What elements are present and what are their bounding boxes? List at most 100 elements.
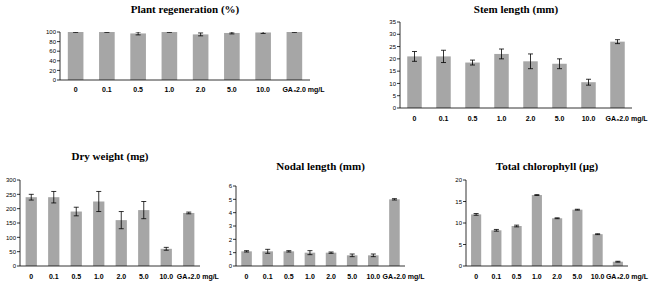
- y-tick-label: 4: [229, 210, 233, 216]
- error-cap: [119, 228, 124, 229]
- bar: [138, 210, 149, 266]
- y-tick: [397, 83, 400, 84]
- y-tick: [233, 239, 236, 240]
- x-tick-label: 2.0: [116, 273, 126, 280]
- error-stem: [267, 249, 268, 253]
- y-tick: [57, 60, 60, 61]
- error-cap: [51, 191, 56, 192]
- y-tick-label: 20: [455, 177, 462, 183]
- error-stem: [31, 194, 32, 200]
- error-cap: [73, 32, 78, 33]
- bars: [241, 199, 399, 266]
- error-cap: [392, 200, 397, 201]
- bar: [161, 249, 172, 266]
- error-cap: [557, 68, 562, 69]
- error-bar: [292, 32, 297, 33]
- error-bar: [499, 49, 504, 59]
- y-tick: [57, 80, 60, 81]
- x-tick-label: 0: [413, 115, 417, 122]
- y-tick-label: 3: [229, 223, 233, 229]
- y-tick: [463, 201, 466, 202]
- bar: [581, 82, 596, 108]
- y-tick-label: 6: [229, 183, 233, 189]
- error-cap: [499, 58, 504, 59]
- x-tick-label: 0.1: [492, 273, 502, 280]
- x-tick-label: 2.0: [196, 86, 206, 93]
- error-cap: [96, 211, 101, 212]
- x-tick-label: GA₃2.0 mg/L: [606, 115, 649, 123]
- y-tick-label: 10: [389, 81, 396, 87]
- bars: [68, 32, 302, 80]
- chart-panel: Nodal length (mm)012345600.10.51.02.05.0…: [229, 160, 426, 281]
- error-bar: [167, 32, 172, 33]
- error-cap: [292, 32, 297, 33]
- error-cap: [186, 213, 191, 214]
- x-tick-label: 10.0: [367, 273, 381, 280]
- error-cap: [104, 32, 109, 33]
- y-tick: [17, 180, 20, 181]
- error-cap: [534, 195, 539, 196]
- y-tick-label: 0: [393, 105, 397, 111]
- x-tick-label: GA₃2.0 mg/L: [282, 86, 325, 94]
- y-tick: [57, 41, 60, 42]
- y-tick-label: 150: [6, 220, 17, 226]
- error-stem: [559, 59, 560, 69]
- error-bar: [329, 252, 334, 253]
- error-bar: [557, 59, 562, 69]
- error-bar: [244, 251, 249, 252]
- x-tick-label: 1.0: [305, 273, 315, 280]
- bar: [407, 56, 422, 108]
- y-tick: [17, 237, 20, 238]
- error-cap: [350, 256, 355, 257]
- error-cap: [198, 32, 203, 33]
- error-cap: [141, 201, 146, 202]
- error-cap: [244, 252, 249, 253]
- y-tick: [57, 51, 60, 52]
- error-bar: [470, 60, 475, 65]
- bar: [326, 253, 337, 266]
- y-tick: [397, 95, 400, 96]
- error-stem: [472, 60, 473, 65]
- error-cap: [575, 210, 580, 211]
- y-tick-label: 50: [9, 249, 16, 255]
- bar: [593, 234, 603, 266]
- bar: [436, 56, 451, 108]
- error-cap: [261, 33, 266, 34]
- bar: [224, 33, 240, 80]
- y-tick-label: 0: [13, 263, 17, 269]
- x-tick-label: 0: [245, 273, 249, 280]
- bars: [407, 40, 625, 108]
- bar: [305, 253, 316, 266]
- y-tick: [397, 58, 400, 59]
- error-bar: [229, 32, 234, 34]
- x-tick-label: 1.0: [497, 115, 507, 122]
- x-tick-label: 10.0: [591, 273, 605, 280]
- y-tick-label: 15: [389, 68, 396, 74]
- y-tick-label: 0: [459, 263, 463, 269]
- y-tick: [233, 212, 236, 213]
- error-cap: [371, 254, 376, 255]
- bar: [99, 32, 115, 80]
- error-bar: [96, 191, 101, 211]
- error-bar: [74, 207, 79, 216]
- bar: [68, 32, 84, 80]
- error-bar: [73, 32, 78, 33]
- error-cap: [292, 32, 297, 33]
- y-tick-label: 300: [6, 177, 17, 183]
- x-tick-label: 5.0: [573, 273, 583, 280]
- error-cap: [514, 226, 519, 227]
- error-cap: [136, 32, 141, 33]
- x-tick-label: 5.0: [139, 273, 149, 280]
- error-stem: [76, 207, 77, 216]
- bar: [255, 32, 271, 80]
- y-tick-label: 100: [46, 29, 57, 35]
- error-cap: [555, 217, 560, 218]
- bar: [162, 32, 178, 80]
- bar: [610, 42, 625, 108]
- x-tick-label: 2.0: [326, 273, 336, 280]
- bar: [552, 218, 562, 266]
- error-cap: [229, 32, 234, 33]
- y-tick: [397, 34, 400, 35]
- bar: [183, 213, 194, 266]
- y-tick: [463, 223, 466, 224]
